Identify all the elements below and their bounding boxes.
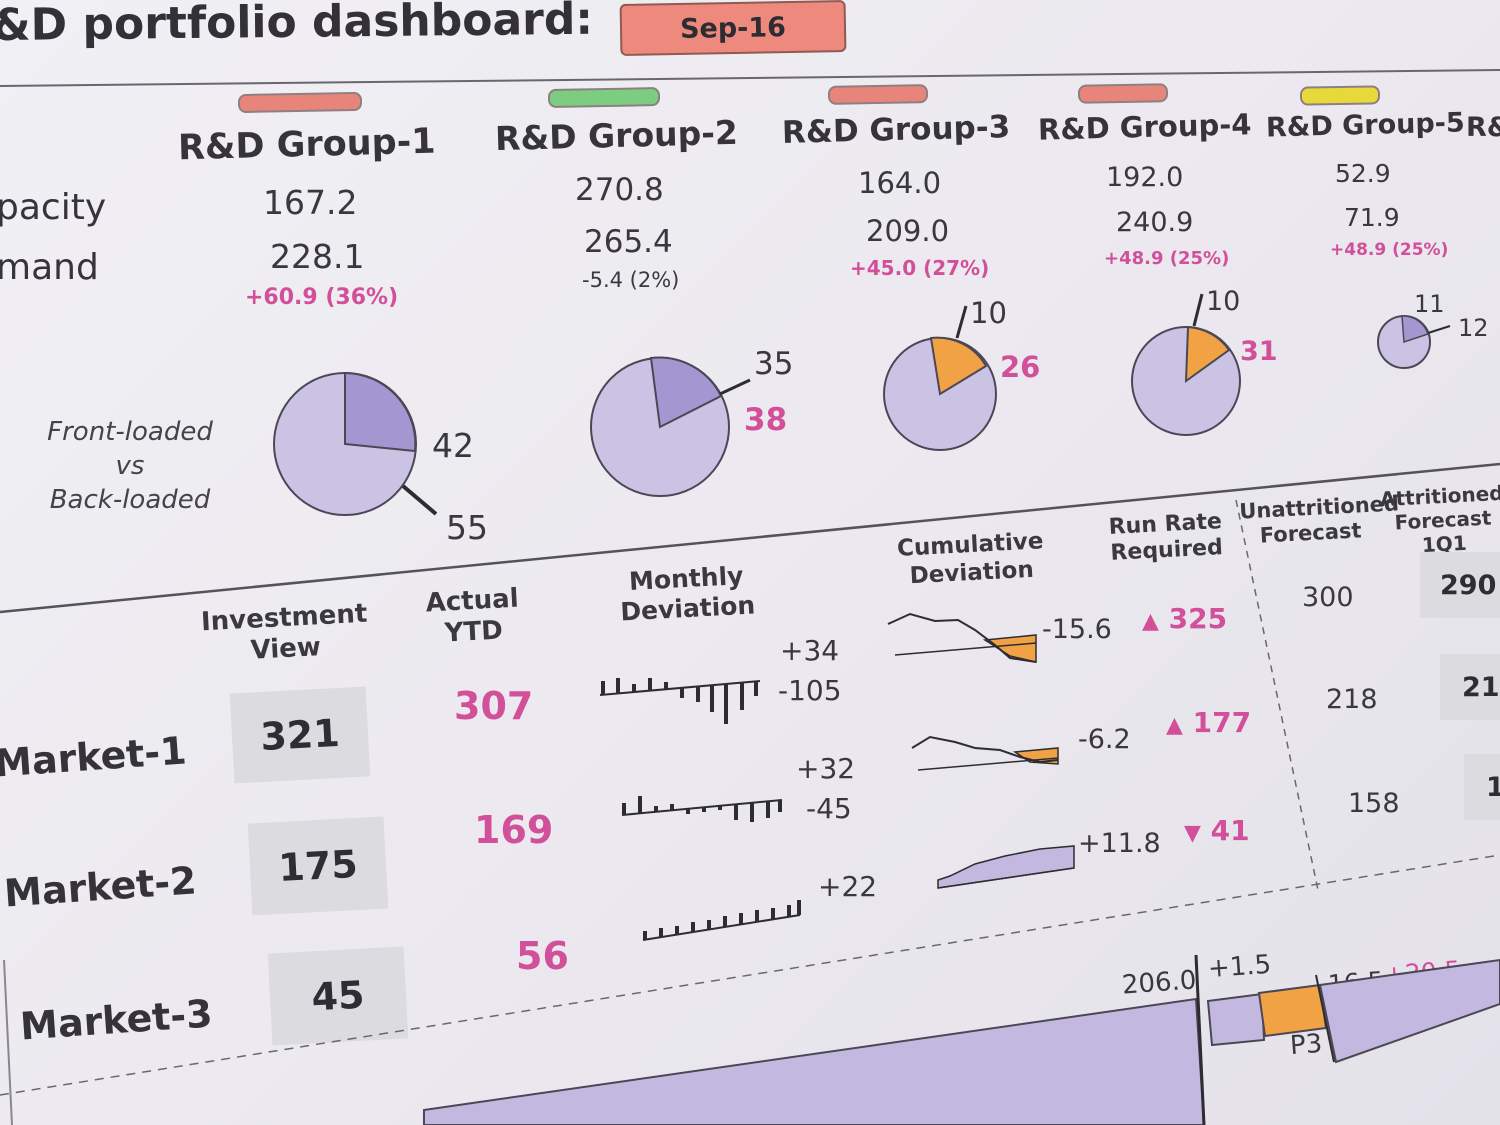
group-1-pie-back: 55 xyxy=(446,508,488,547)
pie-caption-line-1: Front-loaded xyxy=(47,417,213,447)
group-3-pie-front: 10 xyxy=(970,296,1007,330)
group-4-pie-back: 31 xyxy=(1240,336,1278,367)
group-3-delta: +45.0 (27%) xyxy=(850,256,990,280)
market-1-cumulative-sparkline xyxy=(887,612,1037,663)
group-4-demand: 240.9 xyxy=(1116,207,1194,238)
market-3-cumulative-sparkline xyxy=(937,845,1075,889)
market-1-unattritioned: 300 xyxy=(1302,582,1354,613)
group-5-pie-back: 12 xyxy=(1458,314,1489,342)
market-3-actual-ytd: 56 xyxy=(516,934,569,978)
group-2-capacity: 270.8 xyxy=(575,172,664,208)
market-2-cumulative-sparkline xyxy=(911,735,1059,771)
market-3-run-rate-value: 41 xyxy=(1210,814,1250,847)
bottom-dashed-rule xyxy=(0,854,1500,1096)
group-1-pie xyxy=(273,371,438,516)
market-2-monthly-high: +32 xyxy=(796,752,856,785)
capacity-row-label: pacity xyxy=(0,187,107,228)
group-2-delta: -5.4 (2%) xyxy=(582,268,680,292)
group-5-pie-front: 11 xyxy=(1414,290,1445,318)
bottom-bar-chart xyxy=(423,954,1500,1125)
market-3-monthly-high: +22 xyxy=(818,870,878,903)
header-divider xyxy=(0,69,1500,87)
group-5-delta: +48.9 (25%) xyxy=(1330,240,1449,260)
screen-edge xyxy=(3,959,13,1125)
group-3-capacity: 164.0 xyxy=(858,166,942,200)
market-2-monthly-low: -45 xyxy=(806,792,852,825)
group-2-pie xyxy=(590,356,751,497)
group-3-pie-back: 26 xyxy=(1000,350,1041,384)
group-1-delta: +60.9 (36%) xyxy=(245,285,399,310)
run-rate-up-icon: ▲ xyxy=(1166,713,1183,738)
run-rate-up-icon: ▲ xyxy=(1142,609,1159,634)
group-4-capacity: 192.0 xyxy=(1106,162,1184,193)
group-3-pie xyxy=(883,305,997,451)
market-2-cumulative: -6.2 xyxy=(1078,724,1131,755)
group-1-pie-front: 42 xyxy=(432,426,474,465)
market-1-run-rate-value: 325 xyxy=(1168,602,1228,635)
group-4-pie xyxy=(1131,293,1241,436)
pie-caption-line-2: vs xyxy=(115,450,145,481)
group-6-header: R& xyxy=(1466,112,1500,143)
market-3-attritioned: 1 xyxy=(1464,754,1500,820)
demand-row-label: mand xyxy=(0,247,99,288)
group-3-demand: 209.0 xyxy=(866,214,950,248)
group-4-delta: +48.9 (25%) xyxy=(1104,248,1230,269)
pie-caption: Front-loaded vs Back-loaded xyxy=(30,416,230,517)
pie-caption-line-3: Back-loaded xyxy=(49,484,211,515)
group-1-demand: 228.1 xyxy=(270,237,365,276)
group-4-pie-front: 10 xyxy=(1206,286,1241,317)
market-2-actual-ytd: 169 xyxy=(474,808,554,852)
market-1-attritioned: 290 xyxy=(1420,552,1500,618)
market-3-monthly-sparkbars xyxy=(642,900,801,941)
market-3-run-rate: ▼ 41 xyxy=(1184,814,1250,847)
market-3-unattritioned: 158 xyxy=(1348,788,1400,819)
market-2-monthly-sparkbars xyxy=(621,796,783,822)
market-2-unattritioned: 218 xyxy=(1326,684,1378,715)
market-1-monthly-low: -105 xyxy=(778,674,842,707)
market-1-actual-ytd: 307 xyxy=(454,684,534,728)
section-divider xyxy=(0,462,1500,614)
market-1-monthly-sparkbars xyxy=(599,678,761,724)
group-5-pie xyxy=(1377,315,1451,369)
forecast-separator xyxy=(1235,499,1319,891)
group-2-pie-front: 35 xyxy=(754,346,794,382)
group-2-demand: 265.4 xyxy=(584,224,673,260)
group-1-capacity: 167.2 xyxy=(263,183,358,222)
market-3-cumulative: +11.8 xyxy=(1078,828,1161,859)
run-rate-down-icon: ▼ xyxy=(1184,821,1201,846)
group-5-capacity: 52.9 xyxy=(1335,159,1391,188)
market-1-monthly-high: +34 xyxy=(780,634,840,667)
market-2-run-rate-value: 177 xyxy=(1192,706,1252,739)
group-5-demand: 71.9 xyxy=(1344,203,1400,232)
market-1-run-rate: ▲ 325 xyxy=(1142,602,1227,635)
market-1-cumulative: -15.6 xyxy=(1042,614,1112,645)
market-2-run-rate: ▲ 177 xyxy=(1166,706,1251,739)
group-2-pie-back: 38 xyxy=(744,402,788,438)
market-2-attritioned: 21 xyxy=(1440,654,1500,720)
